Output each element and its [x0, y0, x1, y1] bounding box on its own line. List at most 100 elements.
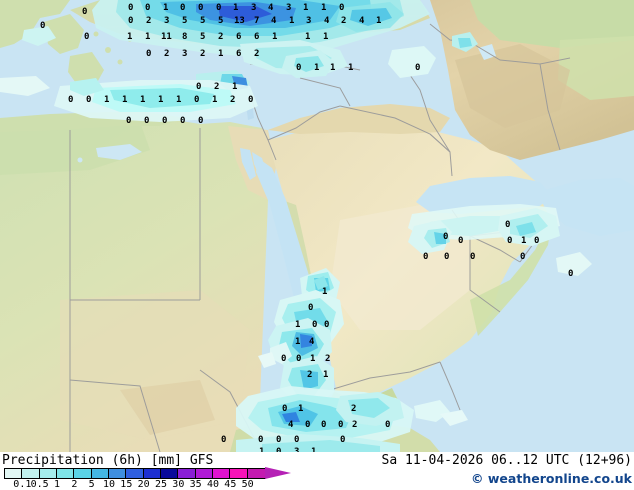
precip-value-label: 0: [276, 447, 282, 453]
precip-value-label: 0: [68, 95, 74, 105]
precip-value-label: 0: [128, 3, 134, 13]
precip-value-label: 0: [282, 404, 288, 414]
precip-value-label: 2: [230, 95, 236, 105]
precip-value-label: 0: [458, 236, 464, 246]
legend-tick-10: 10: [102, 479, 116, 490]
precip-value-label: 2: [146, 16, 152, 26]
precip-value-label: 0: [276, 435, 282, 445]
precip-value-label: 4: [359, 16, 365, 26]
precip-value-label: 1: [348, 63, 354, 73]
precip-value-label: 0: [534, 236, 540, 246]
precip-value-label: 3: [294, 447, 300, 453]
legend-tick-15: 15: [120, 479, 133, 490]
precip-value-label: 0: [296, 63, 302, 73]
legend-swatch-2: [39, 469, 57, 478]
precip-value-label: 5: [200, 32, 206, 42]
legend-tick-2: 2: [71, 479, 78, 490]
footer-datetime: Sa 11-04-2026 06..12 UTC (12+96): [381, 453, 632, 468]
precip-value-label: 0: [180, 3, 186, 13]
precip-value-label: 1: [295, 337, 301, 347]
precip-value-label: 0: [444, 252, 450, 262]
precip-value-label: 1: [303, 3, 309, 13]
precip-value-label: 0: [198, 116, 204, 126]
legend-swatch-8: [143, 469, 161, 478]
precip-value-label: 0: [258, 435, 264, 445]
precip-value-label: 1: [145, 32, 151, 42]
precip-value-label: 0: [86, 95, 92, 105]
footer-credit: © weatheronline.co.uk: [471, 471, 632, 486]
precip-value-label: 1: [232, 82, 238, 92]
precip-value-label: 0: [221, 435, 227, 445]
legend-swatch-4: [74, 469, 92, 478]
precip-value-label: 2: [164, 49, 170, 59]
precip-value-label: 1: [322, 287, 328, 297]
precip-value-label: 6: [236, 32, 242, 42]
precip-value-label: 3: [251, 3, 257, 13]
legend-tick-30: 30: [172, 479, 185, 490]
precip-value-label: 1: [330, 63, 336, 73]
precip-value-label: 0: [126, 116, 132, 126]
map-footer: Precipitation (6h) [mm] GFS Sa 11-04-202…: [0, 452, 634, 490]
precip-value-label: 0: [146, 49, 152, 59]
legend-tick-20: 20: [137, 479, 150, 490]
precip-value-label: 0: [338, 420, 344, 430]
precip-value-label: 0: [196, 82, 202, 92]
precipitation-map[interactable]: 0 0 0 0 0 1 0 0 0 1 3 4 3 1 1 0 0 2 3 5 5 5 13 7 4 1 3 4 2 4 1 1 1 11 8 5 2 6…: [0, 0, 634, 452]
precip-value-label: 0: [324, 320, 330, 330]
legend-tick-0.1: 0.1: [13, 479, 32, 490]
legend-swatch-11: [195, 469, 213, 478]
precip-value-label: 0: [194, 95, 200, 105]
precip-value-label: 0: [162, 116, 168, 126]
precip-value-label: 0: [470, 252, 476, 262]
precip-value-label: 3: [306, 16, 312, 26]
precip-value-label: 0: [296, 354, 302, 364]
precip-value-label: 3: [286, 3, 292, 13]
legend-swatches[interactable]: [4, 468, 266, 479]
legend-color-scale[interactable]: 0.1 0.5 1 2 5 10 15 20 25 30 35 40 45 50: [4, 467, 334, 490]
legend-swatch-5: [91, 469, 109, 478]
footer-title: Precipitation (6h) [mm] GFS: [2, 453, 214, 468]
precip-value-label: 1: [104, 95, 110, 105]
precip-value-label: 2: [214, 82, 220, 92]
legend-tick-40: 40: [206, 479, 220, 490]
precip-value-label: 1: [233, 3, 239, 13]
legend-swatch-6: [108, 469, 127, 478]
legend-swatch-7: [126, 469, 144, 478]
precip-value-label: 2: [352, 420, 358, 430]
precip-value-label: 1: [521, 236, 527, 246]
precip-value-label: 1: [305, 32, 311, 42]
precip-value-label: 1: [289, 16, 295, 26]
legend-tick-25: 25: [154, 479, 168, 490]
precipitation-field: [0, 0, 592, 452]
precip-value-label: 1: [176, 95, 182, 105]
precip-value-label: 1: [323, 32, 329, 42]
precip-value-label: 5: [200, 16, 206, 26]
precip-value-label: 0: [443, 232, 449, 242]
precip-value-label: 0: [144, 116, 150, 126]
precip-value-label: 2: [307, 370, 313, 380]
precip-value-label: 1: [212, 95, 218, 105]
precip-value-label: 0: [82, 7, 88, 17]
legend-tick-1: 1: [53, 479, 61, 490]
precip-value-label: 1: [310, 354, 316, 364]
precip-value-label: 1: [321, 3, 327, 13]
legend-tick-35: 35: [189, 479, 202, 490]
precip-value-label: 6: [254, 32, 260, 42]
precip-value-label: 5: [182, 16, 188, 26]
precip-value-label: 0: [321, 420, 327, 430]
precip-value-label: 0: [128, 16, 134, 26]
legend-swatch-3: [56, 469, 75, 478]
precip-value-label: 0: [305, 420, 311, 430]
precip-value-label: 6: [236, 49, 242, 59]
legend-tick-labels: 0.1 0.5 1 2 5 10 15 20 25 30 35 40 45 50: [4, 479, 334, 490]
precip-value-label: 0: [520, 252, 526, 262]
precip-value-label: 1: [272, 32, 278, 42]
legend-swatch-1: [22, 469, 40, 478]
precip-value-label: 2: [218, 32, 224, 42]
precip-value-label: 0: [423, 252, 429, 262]
precip-value-label: 0: [505, 220, 511, 230]
precip-value-label: 1: [298, 404, 304, 414]
precip-value-label: 1: [140, 95, 146, 105]
precip-value-label: 2: [254, 49, 260, 59]
